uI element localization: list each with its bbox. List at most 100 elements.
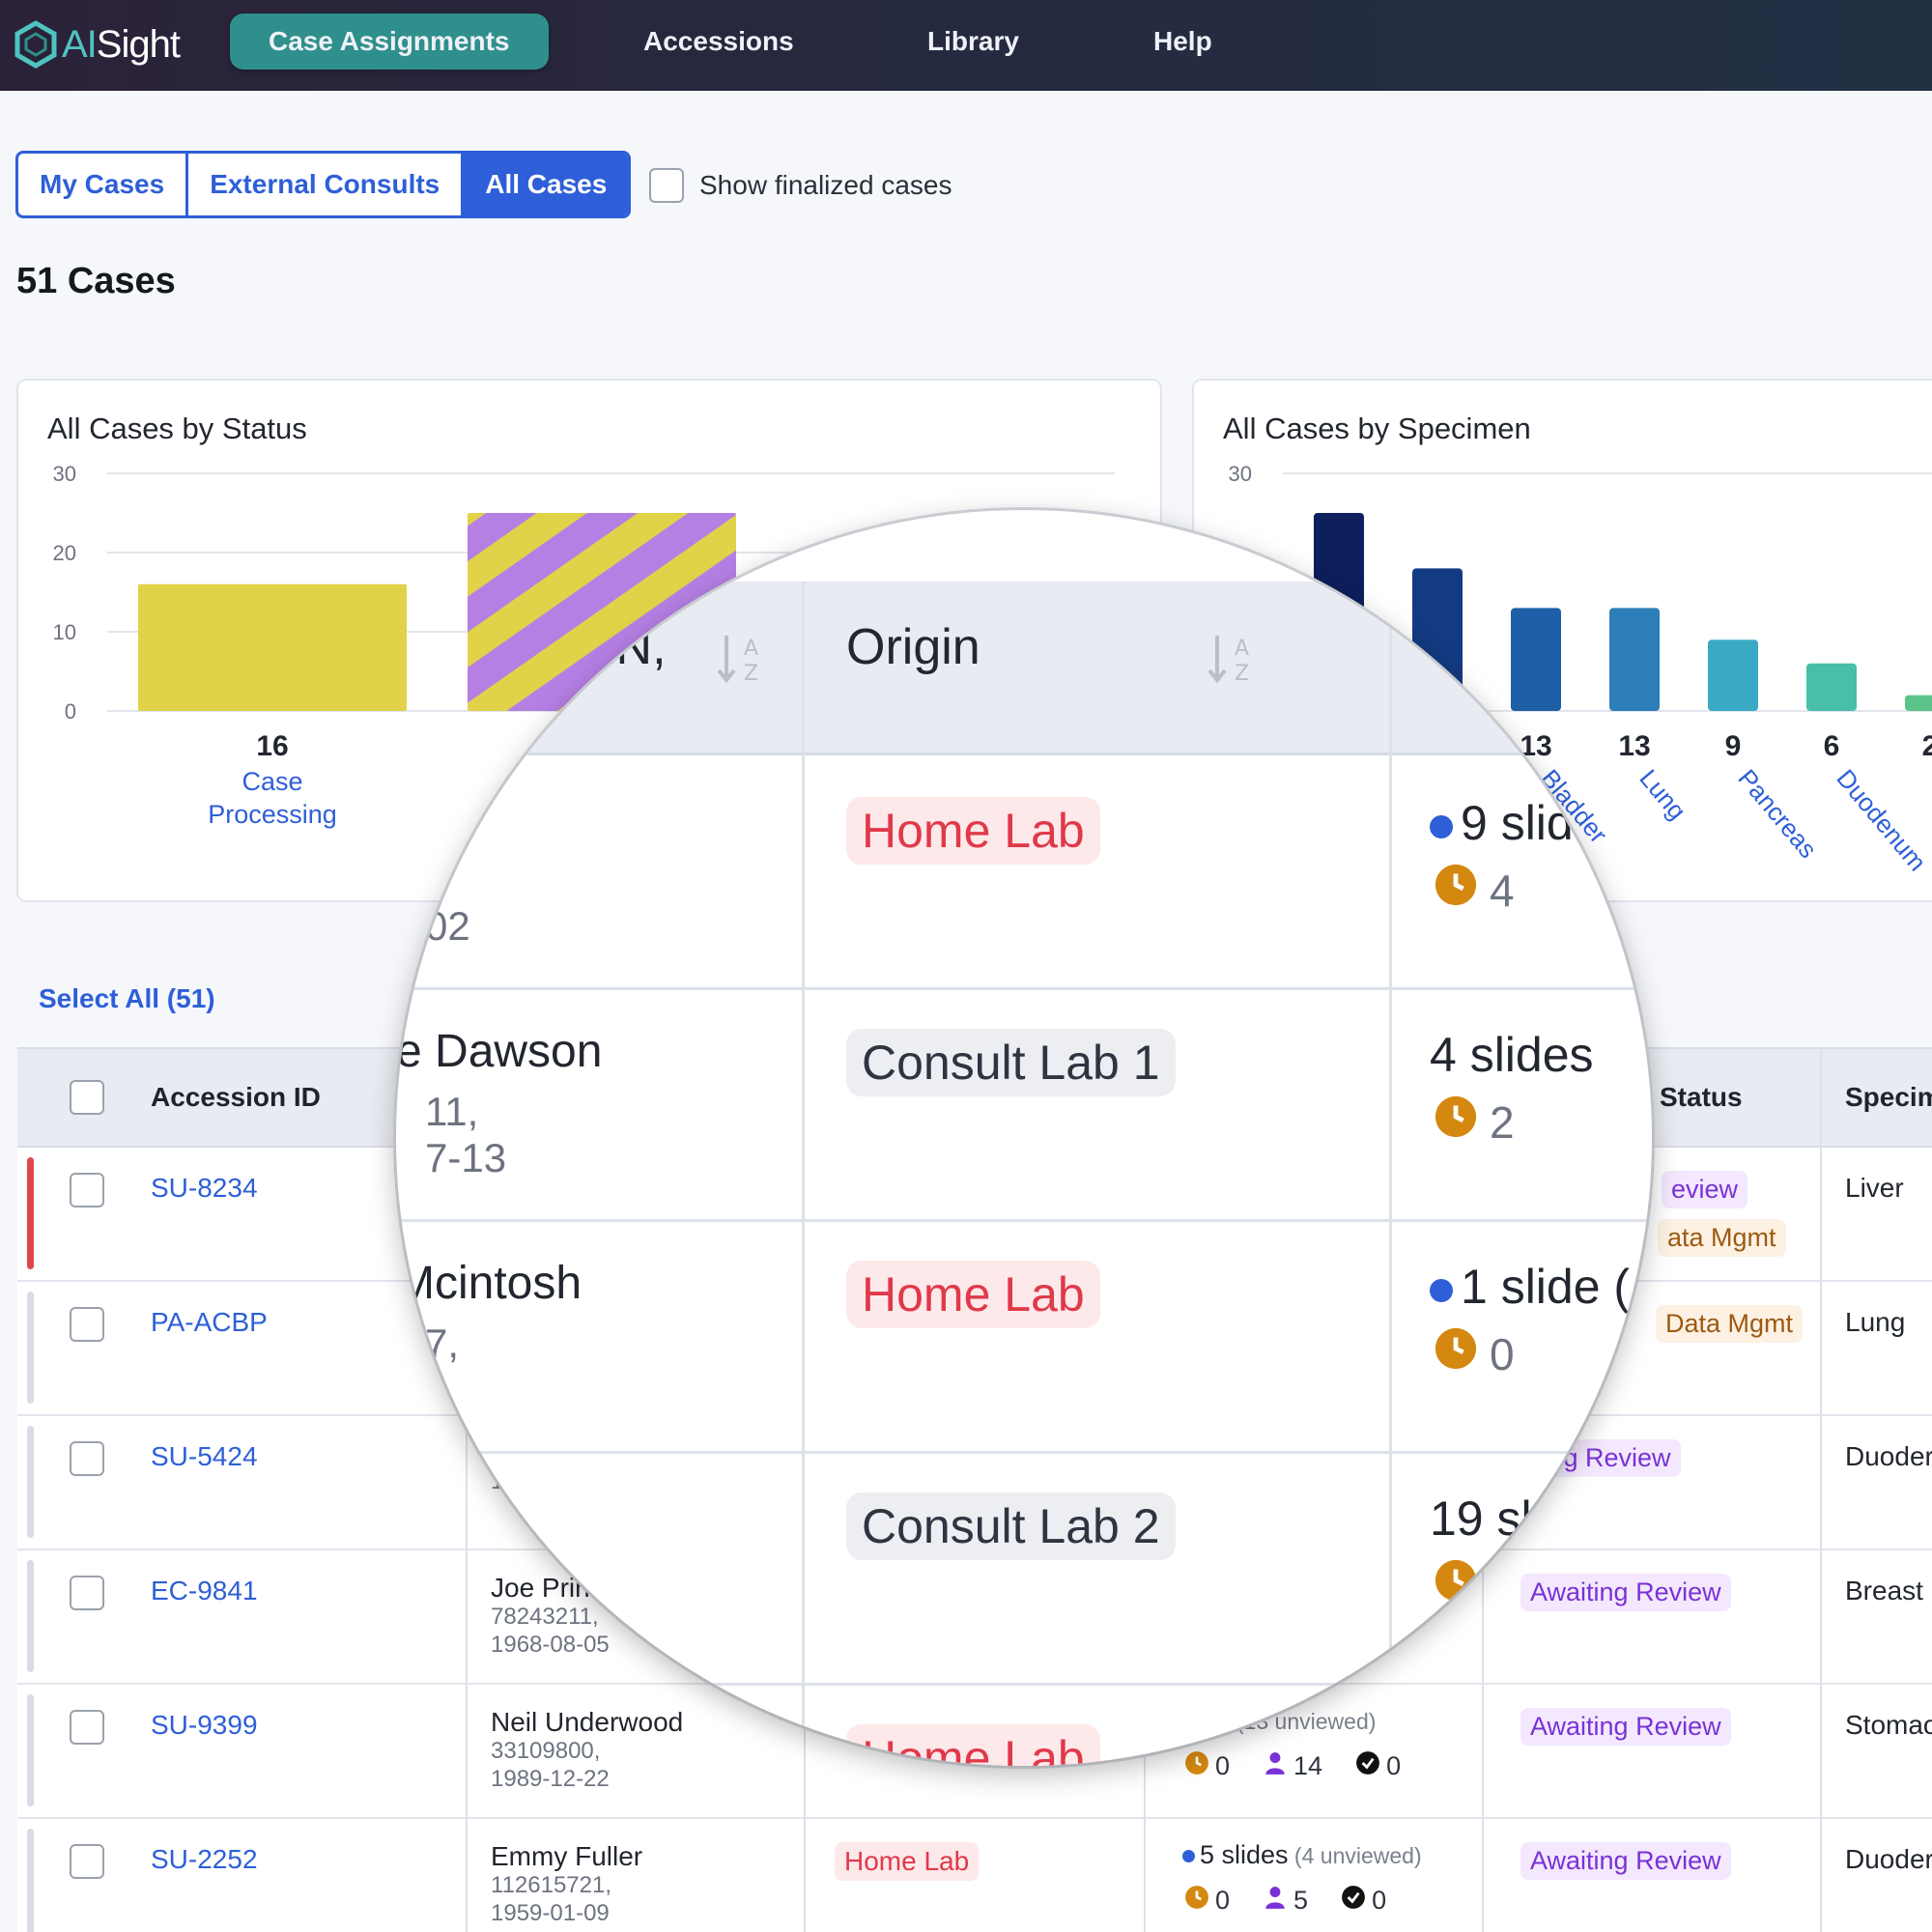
bar	[138, 583, 407, 711]
show-finalized-label: Show finalized cases	[699, 170, 952, 200]
nav-help[interactable]: Help	[1153, 26, 1212, 56]
status-badge-secondary: ata Mgmt	[1658, 1219, 1786, 1257]
accession-id-link[interactable]: EC-9841	[151, 1576, 258, 1605]
clock-icon	[1184, 1885, 1209, 1917]
tab-my-cases[interactable]: My Cases	[18, 154, 189, 215]
check-circle-icon	[1355, 1750, 1380, 1782]
specimen-cell: Duoder	[1845, 1441, 1932, 1471]
accession-id-link[interactable]: SU-2252	[151, 1844, 258, 1874]
nav-accessions[interactable]: Accessions	[643, 26, 794, 56]
row-select-checkbox[interactable]	[70, 1173, 104, 1208]
unviewed-count: (4 unviewed)	[1288, 1843, 1422, 1868]
magnified-slides: 4 slides	[1430, 1027, 1594, 1083]
specimen-cell: Duoder	[1845, 1844, 1932, 1874]
patient-dob: 1959-01-09	[491, 1900, 610, 1926]
magnified-row-divider	[396, 1219, 1652, 1222]
pending-count: 0	[1215, 1886, 1231, 1915]
tab-all-cases[interactable]: All Cases	[464, 154, 629, 215]
assigned-count: 14	[1293, 1751, 1323, 1780]
magnified-pending: 0	[1434, 1326, 1515, 1381]
column-header-status[interactable]: Status	[1660, 1082, 1743, 1112]
magnified-patient-name: osa	[396, 794, 471, 845]
svg-text:Z: Z	[1235, 662, 1249, 686]
tab-external-consults[interactable]: External Consults	[188, 154, 465, 215]
status-badge: Awaiting Review	[1520, 1708, 1731, 1746]
magnified-row-divider	[396, 1683, 1652, 1686]
category-label: Case	[242, 767, 302, 796]
header-select-checkbox[interactable]	[70, 1080, 104, 1115]
magnified-patient-mrn: ,	[425, 857, 437, 902]
clock-icon	[1434, 863, 1478, 918]
magnified-pending-count: 0	[1490, 1328, 1515, 1379]
patient-mrn: 112615721,	[491, 1872, 612, 1898]
magnified-column-divider	[1389, 582, 1392, 1766]
accession-id-link[interactable]: PA-ACBP	[151, 1307, 268, 1337]
done-stat: 0	[1341, 1885, 1386, 1917]
slide-stats: 0 14 0	[1184, 1750, 1434, 1782]
magnified-column-divider	[802, 582, 805, 1766]
patient-name: Neil Underwood	[491, 1707, 684, 1737]
accession-id-link[interactable]: SU-5424	[151, 1441, 258, 1471]
specimen-chart-title: All Cases by Specimen	[1223, 412, 1531, 445]
accession-id-link[interactable]: SU-9399	[151, 1710, 258, 1740]
case-filter-tabs: My Cases External Consults All Cases	[15, 151, 632, 218]
table-row[interactable]: SU-2252 Emmy Fuller 112615721, 1959-01-0…	[17, 1819, 1932, 1932]
column-divider	[1820, 1047, 1822, 1932]
slides-label: 5 slides	[1200, 1840, 1289, 1869]
sort-az-icon[interactable]: A Z	[715, 630, 769, 688]
magnified-origin-badge: Home Lab	[846, 797, 1100, 865]
magnified-row-divider	[396, 1451, 1652, 1454]
row-priority-indicator	[27, 1426, 34, 1538]
pending-stat: 0	[1184, 1750, 1230, 1782]
y-tick-label: 30	[53, 462, 76, 486]
magnified-pending	[1434, 1558, 1490, 1613]
y-tick-label: 30	[1229, 462, 1252, 486]
show-finalized-checkbox[interactable]	[649, 168, 684, 203]
y-tick-label: 20	[53, 541, 76, 565]
status-badge: Awaiting Review	[1520, 1574, 1731, 1611]
unviewed-dot-icon	[1430, 814, 1453, 838]
origin-badge: Home Lab	[835, 1842, 980, 1881]
patient-name: Emmy Fuller	[491, 1841, 643, 1871]
magnified-patient-mrn: 7,	[425, 1321, 460, 1366]
bar	[1806, 663, 1857, 711]
magnified-origin-badge: Consult Lab 2	[846, 1492, 1176, 1560]
magnifier-lens: RN, A Z Origin A Z osa, 02 Home Lab 9 slid 4…	[396, 510, 1652, 1766]
aisight-logo[interactable]: AISight	[14, 19, 181, 70]
show-finalized-toggle[interactable]: Show finalized cases	[649, 168, 952, 203]
patient-mrn: 33109800,	[491, 1738, 601, 1764]
magnified-mrn-header: RN,	[580, 619, 667, 675]
nav-case-assignments[interactable]: Case Assignments	[230, 14, 549, 70]
row-priority-indicator	[27, 1829, 34, 1932]
magnified-row-divider	[396, 987, 1652, 990]
patient-cell: Neil Underwood 33109800, 1989-12-22	[491, 1708, 683, 1793]
row-select-checkbox[interactable]	[70, 1307, 104, 1342]
sort-az-icon[interactable]: A Z	[1206, 630, 1260, 688]
row-select-checkbox[interactable]	[70, 1844, 104, 1879]
magnified-slides-label: 19 sl	[1430, 1492, 1532, 1546]
svg-text:A: A	[1235, 637, 1249, 661]
accession-id-link[interactable]: SU-8234	[151, 1173, 258, 1203]
magnified-origin-header[interactable]: Origin	[846, 619, 980, 675]
assigned-count: 5	[1293, 1886, 1309, 1915]
column-header-specimen[interactable]: Specim	[1845, 1082, 1932, 1112]
person-icon	[1263, 1885, 1288, 1917]
nav-library[interactable]: Library	[927, 26, 1019, 56]
magnified-patient-name: e Dawson	[396, 1026, 603, 1077]
top-nav: AISight Case Assignments Accessions Libr…	[0, 0, 1932, 91]
magnified-slides-label: 1 slide (	[1461, 1260, 1631, 1314]
patient-dob: 1989-12-22	[491, 1766, 610, 1792]
patient-mrn: 78243211,	[491, 1604, 599, 1630]
row-priority-indicator	[27, 1560, 34, 1672]
row-select-checkbox[interactable]	[70, 1441, 104, 1476]
select-all-link[interactable]: Select All (51)	[39, 983, 215, 1013]
clock-icon	[1434, 1558, 1478, 1613]
magnified-origin-badge: Home Lab	[846, 1724, 1100, 1766]
patient-cell: Joe Prin 78243211, 1968-08-05	[491, 1574, 610, 1659]
row-select-checkbox[interactable]	[70, 1710, 104, 1745]
row-select-checkbox[interactable]	[70, 1576, 104, 1610]
column-header-accession[interactable]: Accession ID	[151, 1082, 321, 1112]
specimen-cell: Stomac	[1845, 1710, 1932, 1740]
column-divider	[466, 1047, 468, 1932]
assigned-stat: 14	[1263, 1750, 1322, 1782]
